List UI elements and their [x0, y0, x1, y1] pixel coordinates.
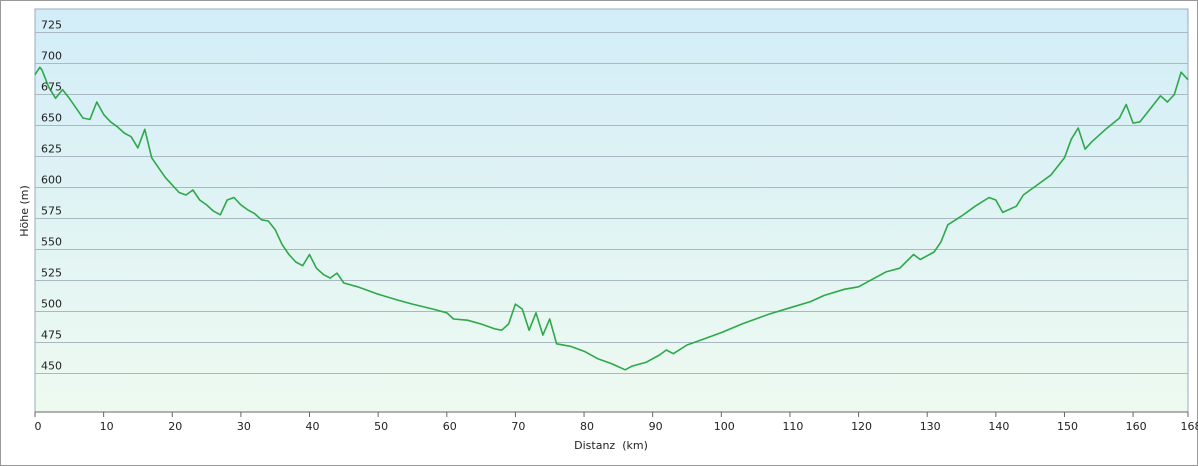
- y-tick-label: 700: [41, 50, 62, 63]
- x-tick-label: 120: [851, 420, 872, 433]
- x-tick-label: 70: [511, 420, 525, 433]
- y-tick-label: 650: [41, 112, 62, 125]
- x-tick-label: 100: [714, 420, 735, 433]
- y-tick-label: 725: [41, 19, 62, 32]
- y-tick-label: 550: [41, 236, 62, 249]
- x-tick-label: 160: [1126, 420, 1147, 433]
- x-tick-label: 0: [35, 420, 42, 433]
- y-tick-label: 525: [41, 267, 62, 280]
- x-tick-label: 150: [1057, 420, 1078, 433]
- y-tick-label: 675: [41, 81, 62, 94]
- x-tick-label: 110: [782, 420, 803, 433]
- x-tick-label: 80: [580, 420, 594, 433]
- x-tick-label: 90: [649, 420, 663, 433]
- y-tick-label: 625: [41, 143, 62, 156]
- x-tick-label: 60: [443, 420, 457, 433]
- x-tick-label: 50: [374, 420, 388, 433]
- elevation-line: [34, 66, 1189, 371]
- y-tick-label: 600: [41, 174, 62, 187]
- x-tick-label: 168: [1181, 420, 1198, 433]
- x-tick-label: 30: [237, 420, 251, 433]
- y-axis-label: Höhe (m): [18, 185, 31, 237]
- y-tick-label: 500: [41, 298, 62, 311]
- x-tick-label: 130: [920, 420, 941, 433]
- y-tick-label: 450: [41, 360, 62, 373]
- x-tick-label: 140: [988, 420, 1009, 433]
- x-tick-label: 10: [100, 420, 114, 433]
- x-tick-label: 40: [306, 420, 320, 433]
- y-tick-label: 475: [41, 329, 62, 342]
- plot-area: [34, 8, 1189, 413]
- y-tick-label: 575: [41, 205, 62, 218]
- x-tick-label: 20: [168, 420, 182, 433]
- x-axis-label: Distanz (km): [574, 439, 648, 452]
